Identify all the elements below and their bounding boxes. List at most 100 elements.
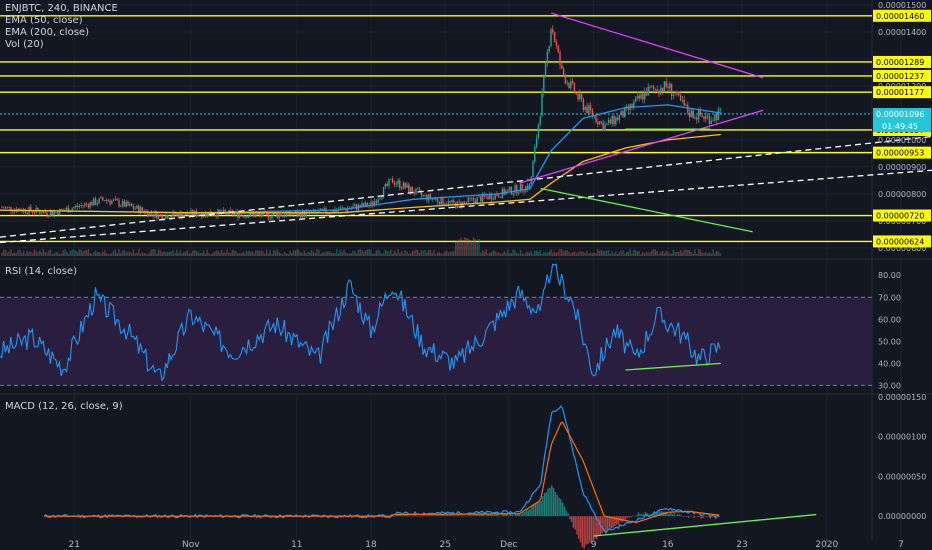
candle-body [433, 198, 435, 200]
candle-body [204, 212, 207, 216]
volume-bar [219, 252, 221, 256]
volume-bar [102, 251, 104, 256]
countdown-label: 01:49:45 [882, 122, 918, 131]
volume-bar [157, 249, 160, 256]
volume-bar [613, 253, 615, 256]
candle-body [600, 121, 603, 123]
candle-body [12, 211, 14, 212]
macd-histogram-bar [605, 516, 607, 533]
volume-bar [418, 252, 421, 256]
volume-bar [318, 249, 320, 256]
level-tag-bg [873, 86, 931, 99]
volume-bar [121, 250, 124, 256]
candle-body [132, 206, 135, 209]
candle-body [157, 214, 160, 219]
macd-histogram-bar [677, 514, 679, 517]
macd-histogram-bar [659, 511, 661, 517]
volume-bar [456, 240, 459, 256]
candle-body [388, 179, 390, 186]
macd-histogram-bar [399, 514, 402, 517]
candle-body [49, 211, 52, 217]
candle-body [669, 83, 671, 89]
candle-body [591, 110, 594, 116]
volume-bar [109, 253, 111, 256]
volume-bar [75, 250, 77, 256]
volume-bar [660, 251, 662, 256]
candle-body [332, 209, 334, 213]
volume-bar [303, 250, 306, 256]
macd-histogram-bar [408, 515, 411, 517]
candle-body [606, 123, 608, 125]
candle-body [1, 207, 3, 209]
macd-label[interactable]: MACD (12, 26, close, 9) [5, 401, 123, 412]
candle-body [438, 201, 441, 205]
macd-histogram-bar [500, 515, 503, 517]
volume-bar [67, 253, 70, 256]
volume-bar [701, 252, 703, 256]
volume-legend[interactable]: Vol (20) [5, 39, 44, 50]
volume-bar [330, 252, 333, 256]
volume-bar [568, 251, 570, 256]
macd-histogram-bar [610, 516, 612, 529]
macd-histogram-bar [682, 516, 684, 517]
volume-bar [71, 249, 73, 256]
x-tick-label: 21 [68, 540, 79, 550]
volume-bar [287, 253, 289, 256]
volume-bar [379, 251, 381, 256]
macd-histogram-bar [527, 510, 530, 517]
candle-body [436, 198, 439, 202]
volume-bar [220, 250, 223, 256]
macd-histogram-bar [664, 511, 666, 517]
volume-bar [312, 251, 315, 256]
symbol-title[interactable]: ENJBTC, 240, BINANCE [5, 3, 118, 14]
volume-bar [141, 252, 144, 256]
candle-body [10, 206, 12, 212]
volume-bar [426, 252, 428, 256]
ema200-legend[interactable]: EMA (200, close) [5, 27, 89, 38]
candle-body [451, 200, 453, 203]
candle-body [75, 205, 77, 208]
volume-bar [231, 249, 234, 256]
candle-body [80, 205, 82, 207]
macd-histogram-bar [450, 514, 452, 517]
candle-body [130, 203, 133, 207]
candle-body [530, 177, 532, 184]
volume-bar [105, 253, 108, 256]
candle-body [111, 200, 113, 204]
candle-body [300, 212, 302, 218]
x-tick-label: 7 [898, 540, 904, 550]
volume-bar [6, 252, 9, 256]
candle-body [487, 196, 489, 200]
volume-bar [530, 250, 532, 256]
candle-body [298, 212, 300, 216]
candle-body [8, 206, 10, 208]
candle-body [139, 207, 142, 213]
candle-body [435, 198, 437, 200]
rsi-label[interactable]: RSI (14, close) [5, 266, 78, 277]
volume-bar [145, 253, 147, 256]
candle-body [418, 189, 421, 191]
volume-bar [276, 249, 279, 256]
axes-layer: 21Nov111825Dec9162320207130.000015000.00… [68, 1, 931, 550]
volume-bar [561, 249, 563, 256]
ema50-legend[interactable]: EMA (50, close) [5, 15, 83, 26]
candle-body [339, 207, 342, 210]
candle-body [273, 213, 275, 216]
macd-histogram-bar [417, 515, 420, 517]
volume-bar [116, 252, 118, 256]
candle-body [147, 210, 149, 217]
volume-bar [85, 250, 88, 256]
volume-bar [55, 251, 57, 256]
volume-bar [496, 252, 498, 256]
volume-bar [156, 253, 158, 256]
candle-body [424, 194, 426, 196]
volume-bar [519, 249, 522, 256]
macd-histogram-bar [468, 515, 470, 517]
macd-histogram-bar [669, 512, 672, 517]
volume-bar [719, 252, 721, 256]
candle-body [93, 198, 95, 206]
volume-bar [681, 251, 684, 256]
macd-histogram-bar [565, 510, 567, 517]
candle-body [138, 205, 140, 213]
